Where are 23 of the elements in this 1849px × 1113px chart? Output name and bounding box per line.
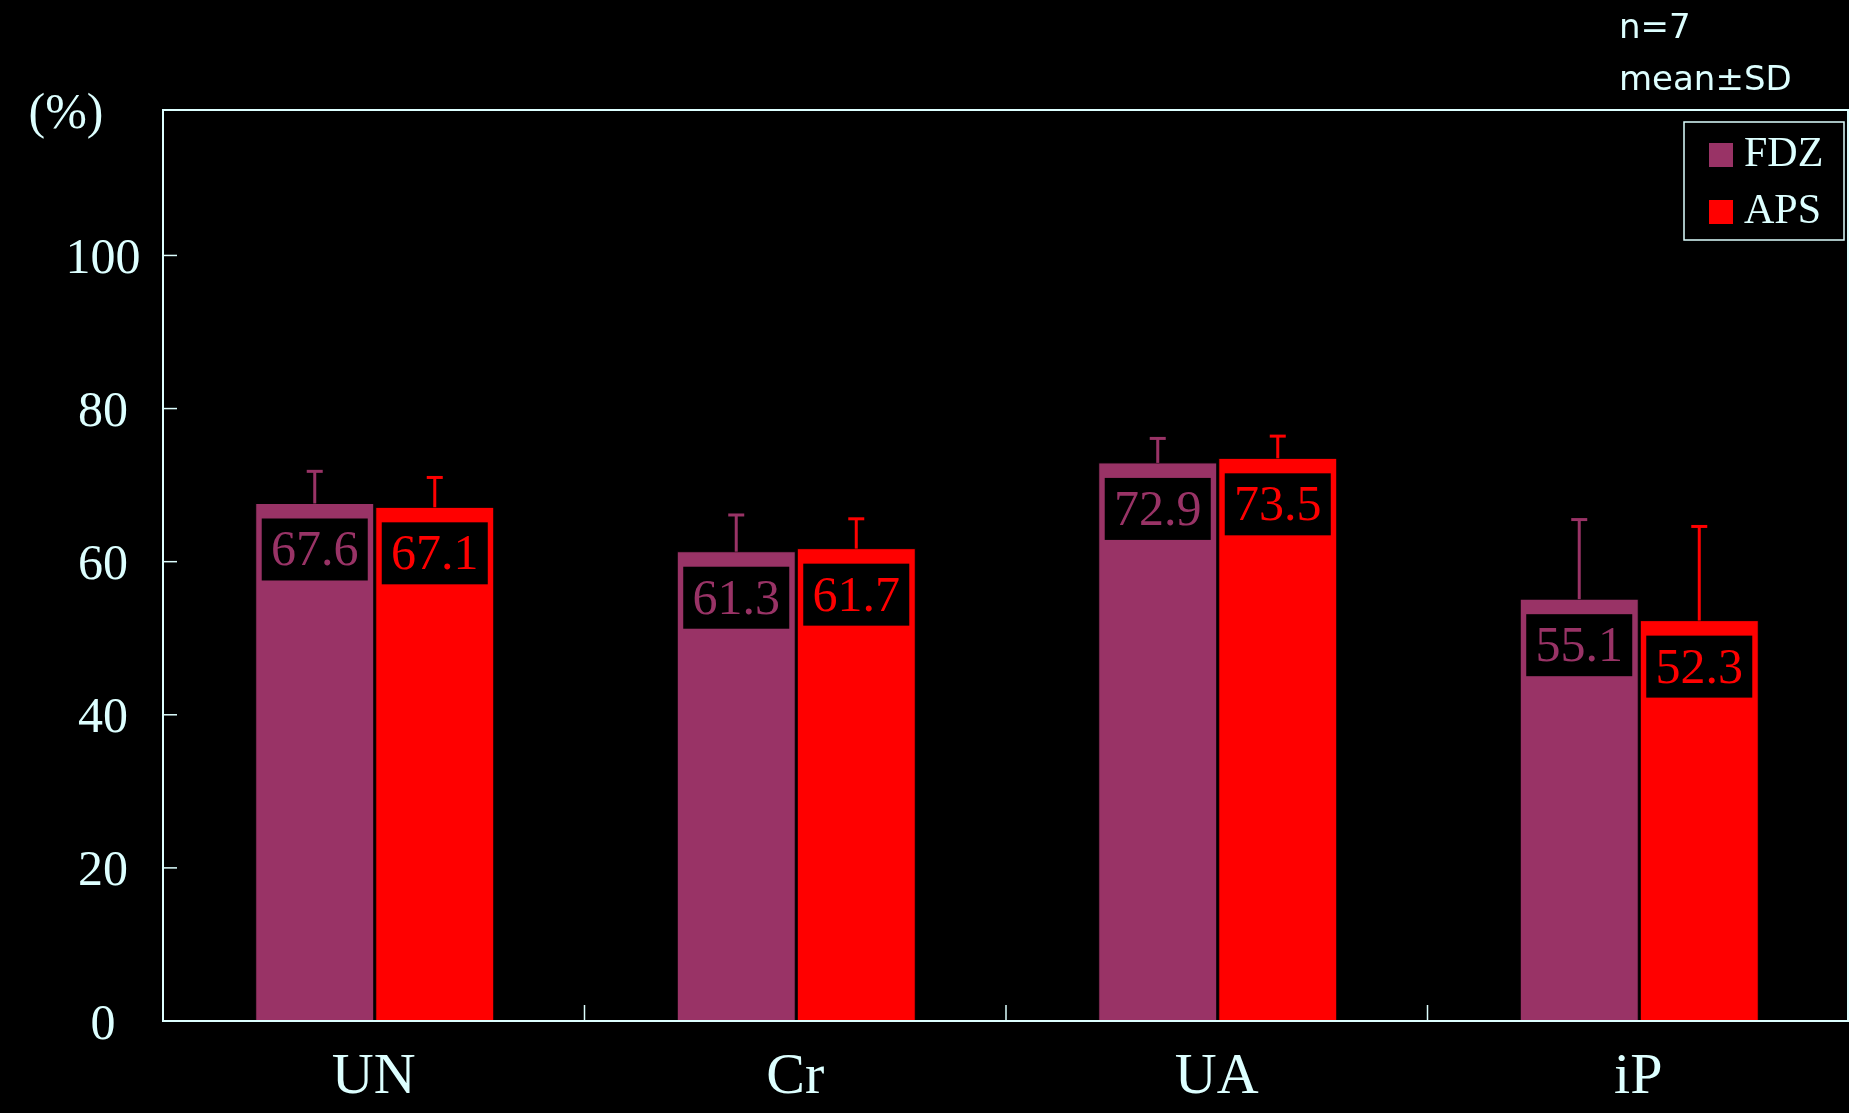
y-tick-label: 80 bbox=[78, 381, 128, 438]
legend-label: APS bbox=[1744, 186, 1822, 232]
y-axis-title: (%) bbox=[28, 83, 104, 139]
data-label: 55.1 bbox=[1535, 616, 1623, 673]
y-tick-label: 40 bbox=[78, 687, 128, 744]
data-label: 67.1 bbox=[391, 524, 479, 581]
data-label: 73.5 bbox=[1234, 475, 1322, 532]
text: mean±SD bbox=[1619, 58, 1792, 98]
y-tick-label: 0 bbox=[90, 993, 116, 1050]
data-label: 67.6 bbox=[270, 520, 359, 577]
x-tick-label: UA bbox=[1174, 1041, 1259, 1106]
text: n=7 bbox=[1619, 6, 1691, 46]
y-tick-label: 100 bbox=[65, 227, 141, 284]
data-label: 61.3 bbox=[692, 568, 780, 625]
x-tick-label: iP bbox=[1614, 1041, 1663, 1106]
legend-label: FDZ bbox=[1744, 129, 1824, 175]
x-tick-label: Cr bbox=[766, 1041, 825, 1106]
data-label: 72.9 bbox=[1113, 479, 1202, 536]
x-tick-label: UN bbox=[331, 1041, 416, 1106]
y-tick-label: 20 bbox=[78, 840, 128, 897]
data-label: 61.7 bbox=[812, 565, 901, 622]
data-label: 52.3 bbox=[1655, 637, 1744, 694]
y-tick-label: 60 bbox=[78, 534, 128, 591]
